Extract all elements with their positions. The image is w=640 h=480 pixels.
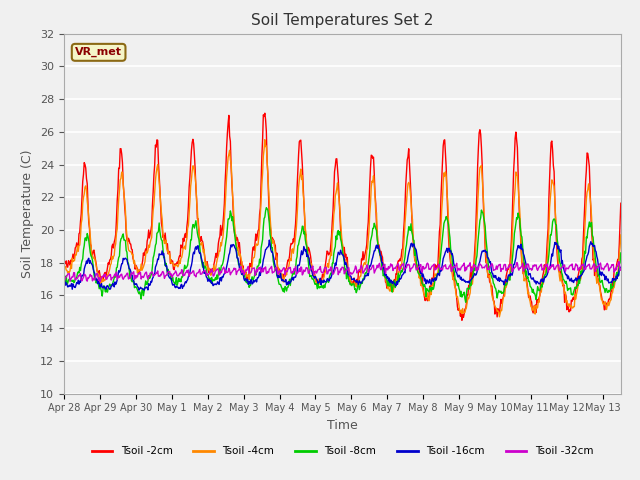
Legend: Tsoil -2cm, Tsoil -4cm, Tsoil -8cm, Tsoil -16cm, Tsoil -32cm: Tsoil -2cm, Tsoil -4cm, Tsoil -8cm, Tsoi… [87, 442, 598, 460]
Tsoil -8cm [617, 250, 625, 256]
Tsoil -32cm [617, 266, 625, 272]
Tsoil -32cm [460, 260, 468, 266]
Tsoil -2cm [63, 258, 70, 264]
Tsoil -32cm [298, 272, 306, 278]
Tsoil -4cm [474, 201, 481, 206]
Tsoil -4cm [60, 260, 68, 265]
Tsoil -8cm [475, 233, 483, 239]
Tsoil -2cm [458, 317, 466, 323]
Tsoil -16cm [320, 277, 328, 283]
Tsoil -8cm [460, 289, 468, 295]
Tsoil -2cm [319, 274, 327, 280]
Tsoil -2cm [475, 144, 483, 150]
Tsoil -8cm [462, 300, 470, 305]
Tsoil -2cm [617, 200, 625, 206]
Tsoil -4cm [298, 173, 306, 179]
Line: Tsoil -2cm: Tsoil -2cm [64, 113, 621, 320]
Tsoil -16cm [60, 282, 68, 288]
Line: Tsoil -4cm: Tsoil -4cm [64, 140, 621, 317]
Tsoil -16cm [138, 286, 146, 291]
Tsoil -8cm [298, 223, 306, 229]
Tsoil -16cm [461, 277, 468, 283]
Tsoil -4cm [617, 232, 625, 238]
Tsoil -8cm [319, 285, 327, 291]
Tsoil -8cm [60, 279, 68, 285]
Tsoil -4cm [460, 310, 468, 315]
Tsoil -16cm [300, 251, 307, 256]
Text: VR_met: VR_met [75, 47, 122, 58]
Tsoil -16cm [475, 263, 483, 268]
Tsoil -8cm [138, 288, 146, 293]
Tsoil -4cm [319, 276, 327, 282]
Tsoil -4cm [495, 314, 503, 320]
Line: Tsoil -32cm: Tsoil -32cm [64, 262, 621, 282]
Line: Tsoil -16cm: Tsoil -16cm [64, 240, 621, 290]
Y-axis label: Soil Temperature (C): Soil Temperature (C) [22, 149, 35, 278]
Tsoil -32cm [60, 276, 68, 282]
Tsoil -16cm [617, 264, 625, 270]
Tsoil -32cm [139, 274, 147, 279]
Tsoil -32cm [474, 267, 481, 273]
Tsoil -4cm [63, 267, 70, 273]
Tsoil -2cm [60, 257, 68, 263]
Tsoil -8cm [262, 205, 270, 211]
Tsoil -32cm [319, 269, 327, 275]
Tsoil -2cm [461, 306, 468, 312]
Tsoil -8cm [63, 273, 70, 279]
Tsoil -32cm [63, 274, 70, 280]
Tsoil -2cm [261, 110, 269, 116]
Line: Tsoil -8cm: Tsoil -8cm [64, 208, 621, 302]
Tsoil -2cm [298, 161, 306, 167]
X-axis label: Time: Time [327, 419, 358, 432]
Tsoil -2cm [138, 262, 146, 268]
Tsoil -4cm [138, 267, 146, 273]
Tsoil -16cm [266, 237, 273, 243]
Tsoil -4cm [261, 137, 269, 143]
Tsoil -16cm [63, 280, 70, 286]
Tsoil -32cm [96, 279, 104, 285]
Title: Soil Temperatures Set 2: Soil Temperatures Set 2 [252, 13, 433, 28]
Tsoil -16cm [140, 288, 148, 293]
Tsoil -32cm [614, 259, 622, 264]
